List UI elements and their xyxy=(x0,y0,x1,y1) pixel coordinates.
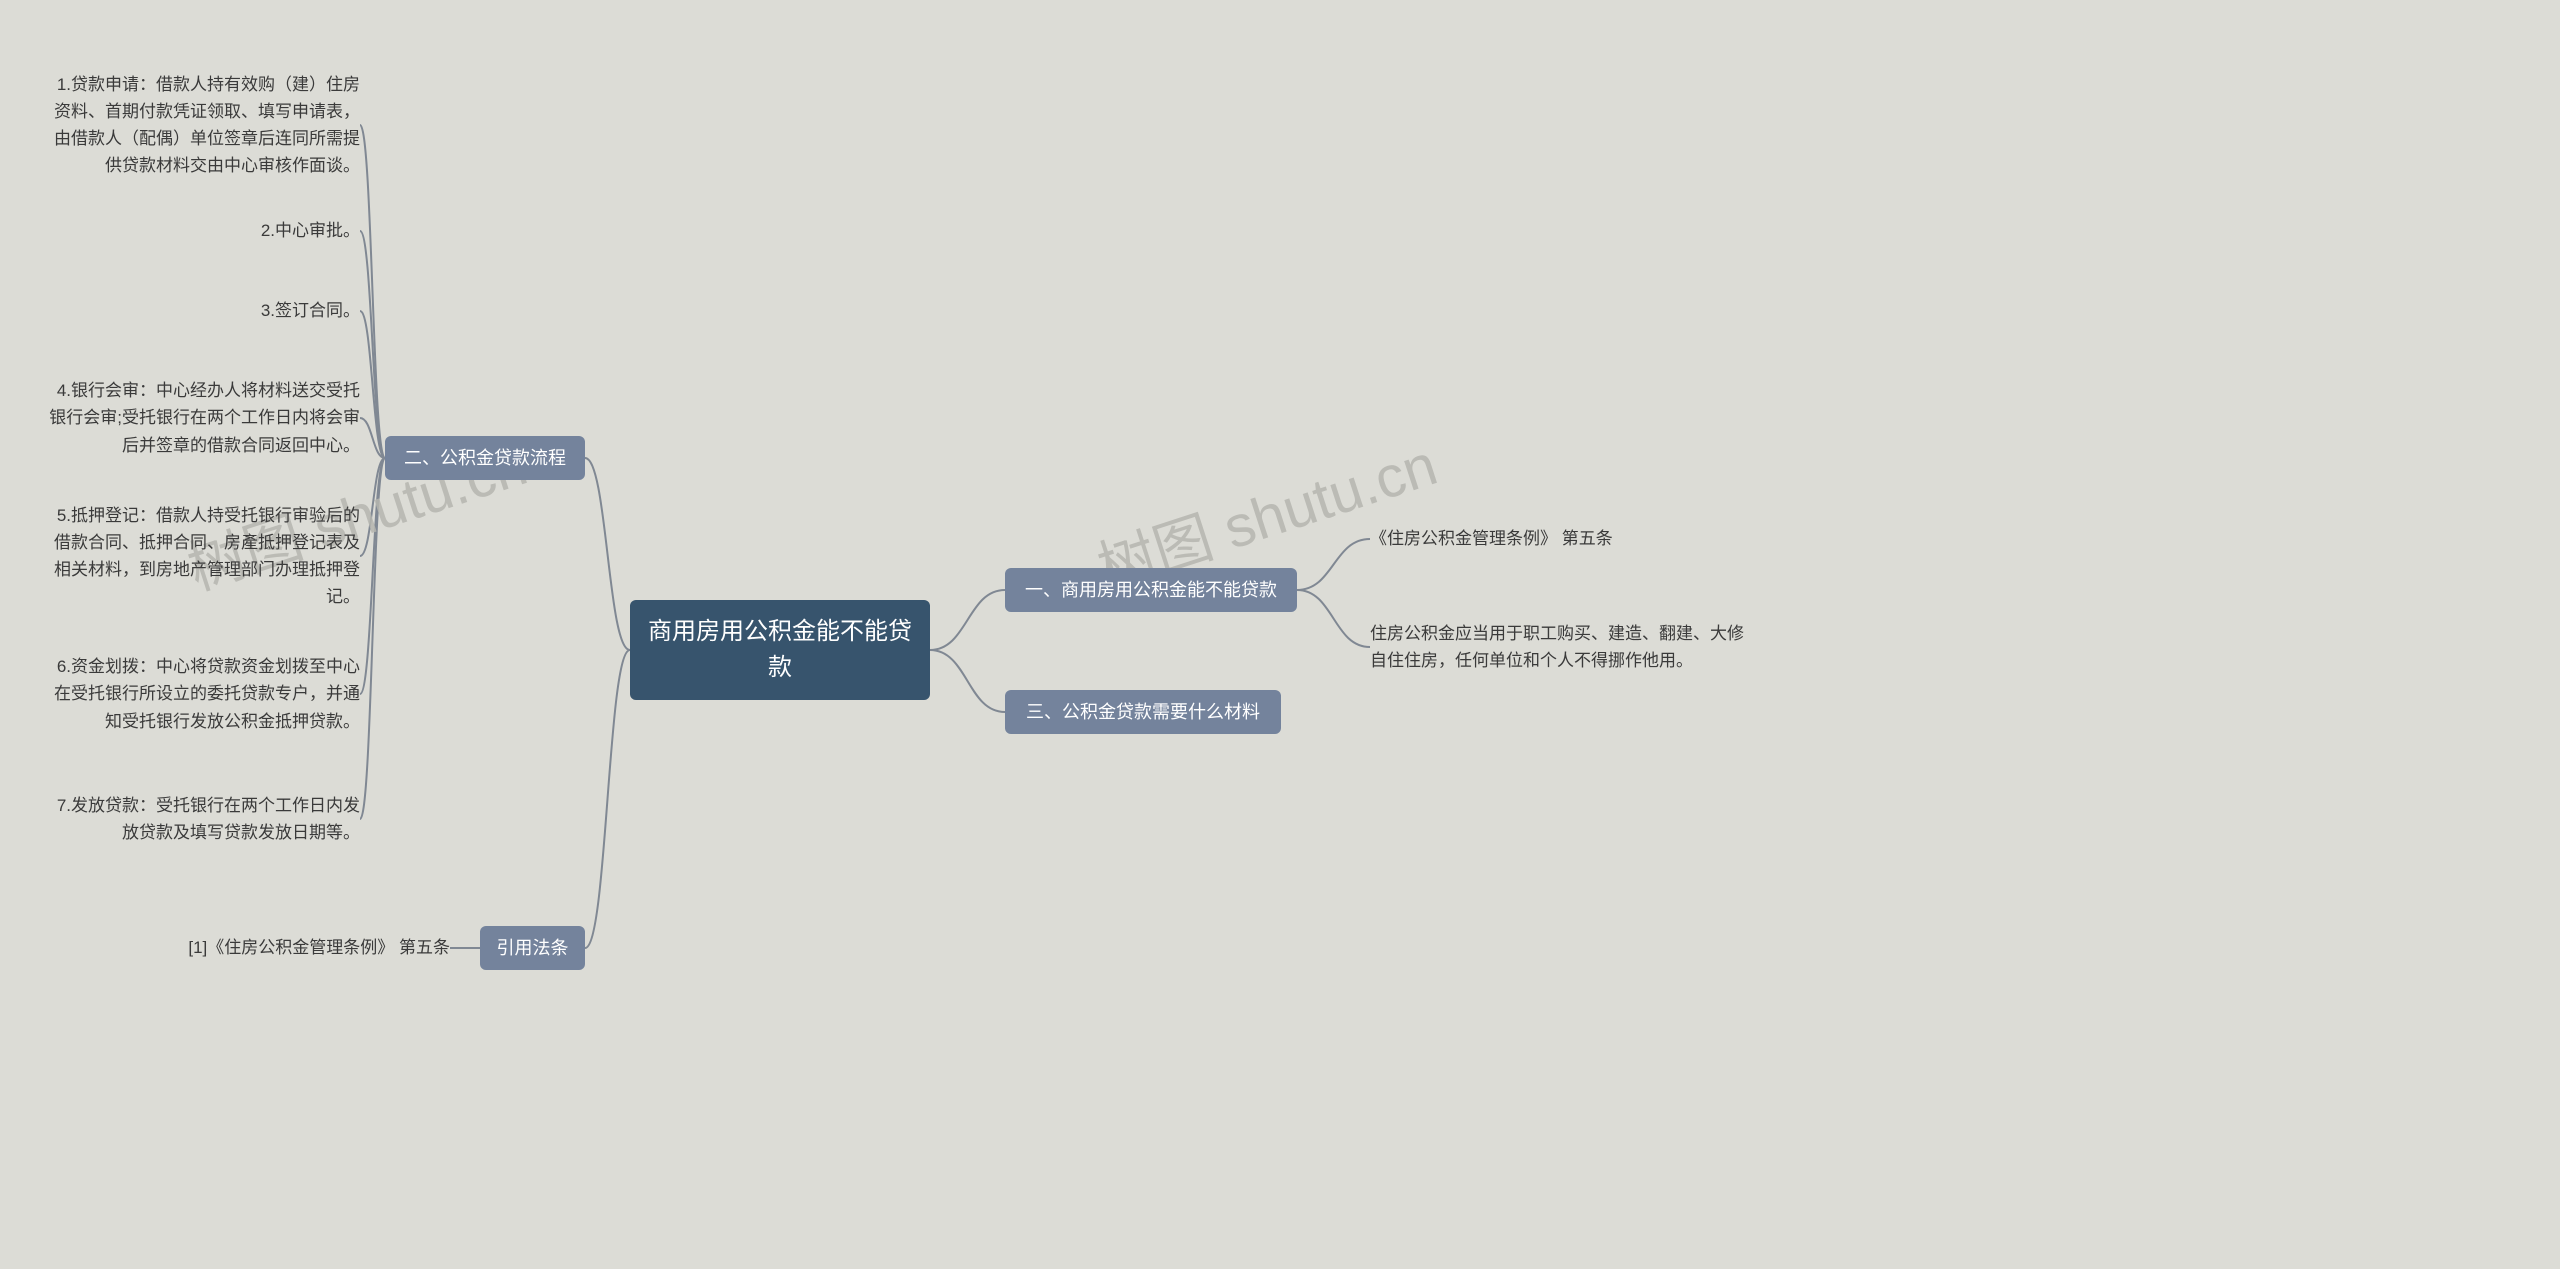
branch-label: 二、公积金贷款流程 xyxy=(404,445,566,472)
leaf-text: 住房公积金应当用于职工购买、建造、翻建、大修自住住房，任何单位和个人不得挪作他用… xyxy=(1370,620,1750,674)
leaf-text: 4.银行会审：中心经办人将材料送交受托银行会审;受托银行在两个工作日内将会审后并… xyxy=(40,377,360,459)
leaf-text: 1.贷款申请：借款人持有效购（建）住房资料、首期付款凭证领取、填写申请表，由借款… xyxy=(40,71,360,180)
branch-label: 三、公积金贷款需要什么材料 xyxy=(1026,699,1260,726)
leaf-text: 3.签订合同。 xyxy=(261,297,360,324)
leaf-l2-6: 7.发放贷款：受托银行在两个工作日内发放贷款及填写贷款发放日期等。 xyxy=(40,792,360,846)
connector-layer xyxy=(0,0,2560,1269)
root-label: 商用房用公积金能不能贷款 xyxy=(648,614,912,686)
branch-label: 一、商用房用公积金能不能贷款 xyxy=(1025,577,1277,604)
leaf-text: 6.资金划拨：中心将贷款资金划拨至中心在受托银行所设立的委托贷款专户，并通知受托… xyxy=(40,653,360,735)
leaf-l2-2: 3.签订合同。 xyxy=(255,298,360,324)
branch-label: 引用法条 xyxy=(497,935,569,962)
leaf-text: [1]《住房公积金管理条例》 第五条 xyxy=(188,934,450,961)
branch-references[interactable]: 引用法条 xyxy=(480,926,585,970)
leaf-l2-0: 1.贷款申请：借款人持有效购（建）住房资料、首期付款凭证领取、填写申请表，由借款… xyxy=(40,70,360,180)
leaf-text: 《住房公积金管理条例》 第五条 xyxy=(1370,525,1613,552)
branch-section-3[interactable]: 三、公积金贷款需要什么材料 xyxy=(1005,690,1281,734)
leaf-r1-0: 《住房公积金管理条例》 第五条 xyxy=(1370,526,1650,552)
root-node[interactable]: 商用房用公积金能不能贷款 xyxy=(630,600,930,700)
leaf-ref-0: [1]《住房公积金管理条例》 第五条 xyxy=(155,935,450,961)
branch-section-1[interactable]: 一、商用房用公积金能不能贷款 xyxy=(1005,568,1297,612)
leaf-l2-4: 5.抵押登记：借款人持受托银行审验后的借款合同、抵押合同、房產抵押登记表及相关材… xyxy=(40,516,360,596)
leaf-l2-5: 6.资金划拨：中心将贷款资金划拨至中心在受托银行所设立的委托贷款专户，并通知受托… xyxy=(40,654,360,734)
leaf-text: 7.发放贷款：受托银行在两个工作日内发放贷款及填写贷款发放日期等。 xyxy=(40,792,360,846)
leaf-l2-3: 4.银行会审：中心经办人将材料送交受托银行会审;受托银行在两个工作日内将会审后并… xyxy=(40,378,360,458)
leaf-text: 2.中心审批。 xyxy=(261,217,360,244)
branch-section-2[interactable]: 二、公积金贷款流程 xyxy=(385,436,585,480)
leaf-text: 5.抵押登记：借款人持受托银行审验后的借款合同、抵押合同、房產抵押登记表及相关材… xyxy=(40,502,360,611)
leaf-r1-1: 住房公积金应当用于职工购买、建造、翻建、大修自住住房，任何单位和个人不得挪作他用… xyxy=(1370,608,1750,686)
leaf-l2-1: 2.中心审批。 xyxy=(255,218,360,244)
